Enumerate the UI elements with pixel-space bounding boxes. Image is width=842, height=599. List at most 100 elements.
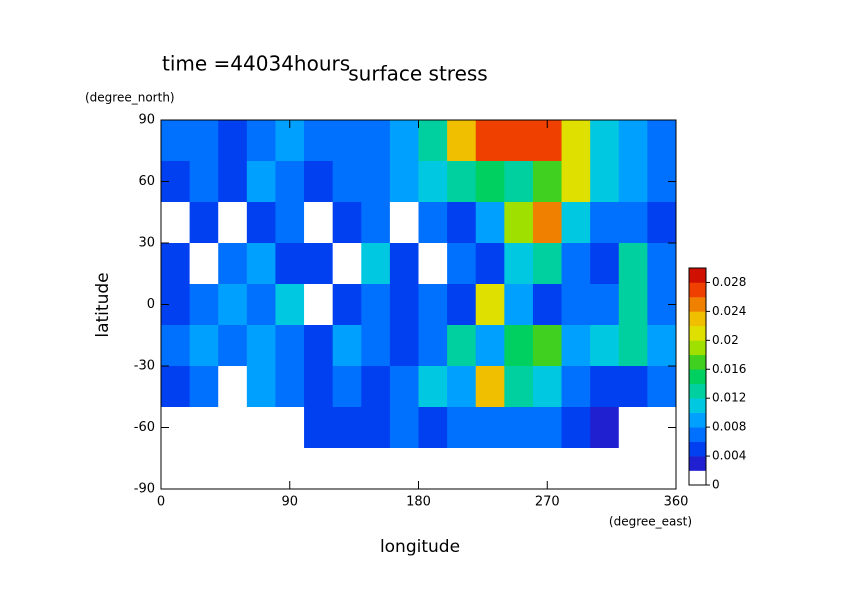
field-cell	[275, 161, 305, 203]
field-cell	[361, 407, 391, 449]
field-cell	[532, 161, 563, 203]
x-tick-label: 90	[281, 495, 298, 510]
field-cell	[618, 161, 648, 203]
field-cell	[418, 120, 448, 162]
field-cell	[504, 284, 534, 326]
y-axis-label: latitude	[93, 272, 113, 337]
field-cell	[189, 407, 219, 449]
field-cell	[618, 325, 648, 367]
field-cell	[361, 120, 391, 162]
field-cell	[532, 407, 563, 449]
field-cell	[189, 120, 219, 162]
colorbar-frame	[688, 267, 707, 486]
field-cell	[590, 325, 620, 367]
field-cell	[447, 161, 477, 203]
field-cell	[561, 161, 591, 203]
subtitle: time =44034hours	[162, 52, 350, 76]
field-cell	[418, 407, 448, 449]
field-cell	[504, 448, 534, 490]
field-cell	[475, 161, 505, 203]
y-tick-label: 90	[138, 113, 155, 128]
field-cell	[647, 243, 677, 285]
field-cell	[504, 243, 534, 285]
field-cell	[447, 407, 477, 449]
field-cell	[475, 448, 505, 490]
x-unit: (degree_east)	[609, 515, 692, 529]
field-cell	[618, 284, 648, 326]
field-cell	[275, 202, 305, 244]
x-tick-label: 270	[535, 495, 560, 510]
field-cell	[332, 120, 362, 162]
field-cell	[161, 202, 191, 244]
field-cell	[561, 448, 591, 490]
field-cell	[161, 120, 191, 162]
colorbar-band	[689, 398, 706, 413]
field-cell	[389, 243, 419, 285]
field-cell	[447, 366, 477, 408]
field-cell	[561, 366, 591, 408]
field-cell	[590, 243, 620, 285]
field-cell	[561, 407, 591, 449]
field-cell	[504, 366, 534, 408]
field-cell	[189, 202, 219, 244]
chart-title: surface stress	[348, 62, 487, 86]
colorbar-label: 0.02	[712, 333, 739, 347]
field-cell	[332, 366, 362, 408]
field-cell	[418, 243, 448, 285]
field-cell	[532, 284, 563, 326]
field-cell	[504, 120, 534, 162]
field-cell	[161, 243, 191, 285]
field-cell	[304, 202, 334, 244]
field-cell	[218, 120, 248, 162]
field-cell	[389, 366, 419, 408]
colorbar-band	[689, 456, 706, 471]
field-cell	[389, 407, 419, 449]
y-tick-label: -60	[134, 420, 155, 435]
field-cell	[218, 202, 248, 244]
field-cell	[475, 407, 505, 449]
field-cell	[561, 243, 591, 285]
field-cell	[161, 448, 191, 490]
field-cell	[304, 325, 334, 367]
field-cell	[189, 366, 219, 408]
field-cell	[332, 284, 362, 326]
colorbar-band	[689, 340, 706, 356]
colorbar-band	[689, 470, 706, 486]
y-tick-label: 60	[138, 174, 155, 189]
colorbar-band	[689, 412, 706, 428]
field-cell	[590, 284, 620, 326]
field-cell	[275, 366, 305, 408]
field-cell	[246, 325, 276, 367]
field-cell	[332, 243, 362, 285]
field-cell	[447, 325, 477, 367]
field-cell	[418, 284, 448, 326]
field	[161, 120, 677, 490]
colorbar-label: 0.016	[712, 362, 746, 376]
field-cell	[246, 202, 276, 244]
field-cell	[389, 325, 419, 367]
field-cell	[532, 325, 563, 367]
field-cell	[647, 448, 677, 490]
field-cell	[504, 325, 534, 367]
field-cell	[561, 202, 591, 244]
field-cell	[361, 366, 391, 408]
field-cell	[475, 202, 505, 244]
field-cell	[304, 243, 334, 285]
field-cell	[475, 325, 505, 367]
field-cell	[189, 325, 219, 367]
field-cell	[361, 448, 391, 490]
field-cell	[647, 325, 677, 367]
field-cell	[304, 366, 334, 408]
field-cell	[590, 448, 620, 490]
field-cell	[218, 284, 248, 326]
field-cell	[332, 407, 362, 449]
field-cell	[389, 120, 419, 162]
field-cell	[218, 407, 248, 449]
field-cell	[389, 448, 419, 490]
field-cell	[475, 366, 505, 408]
field-cell	[218, 243, 248, 285]
colorbar-label: 0.012	[712, 391, 746, 405]
x-tick-label: 180	[406, 495, 431, 510]
field-cell	[618, 120, 648, 162]
field-cell	[418, 448, 448, 490]
